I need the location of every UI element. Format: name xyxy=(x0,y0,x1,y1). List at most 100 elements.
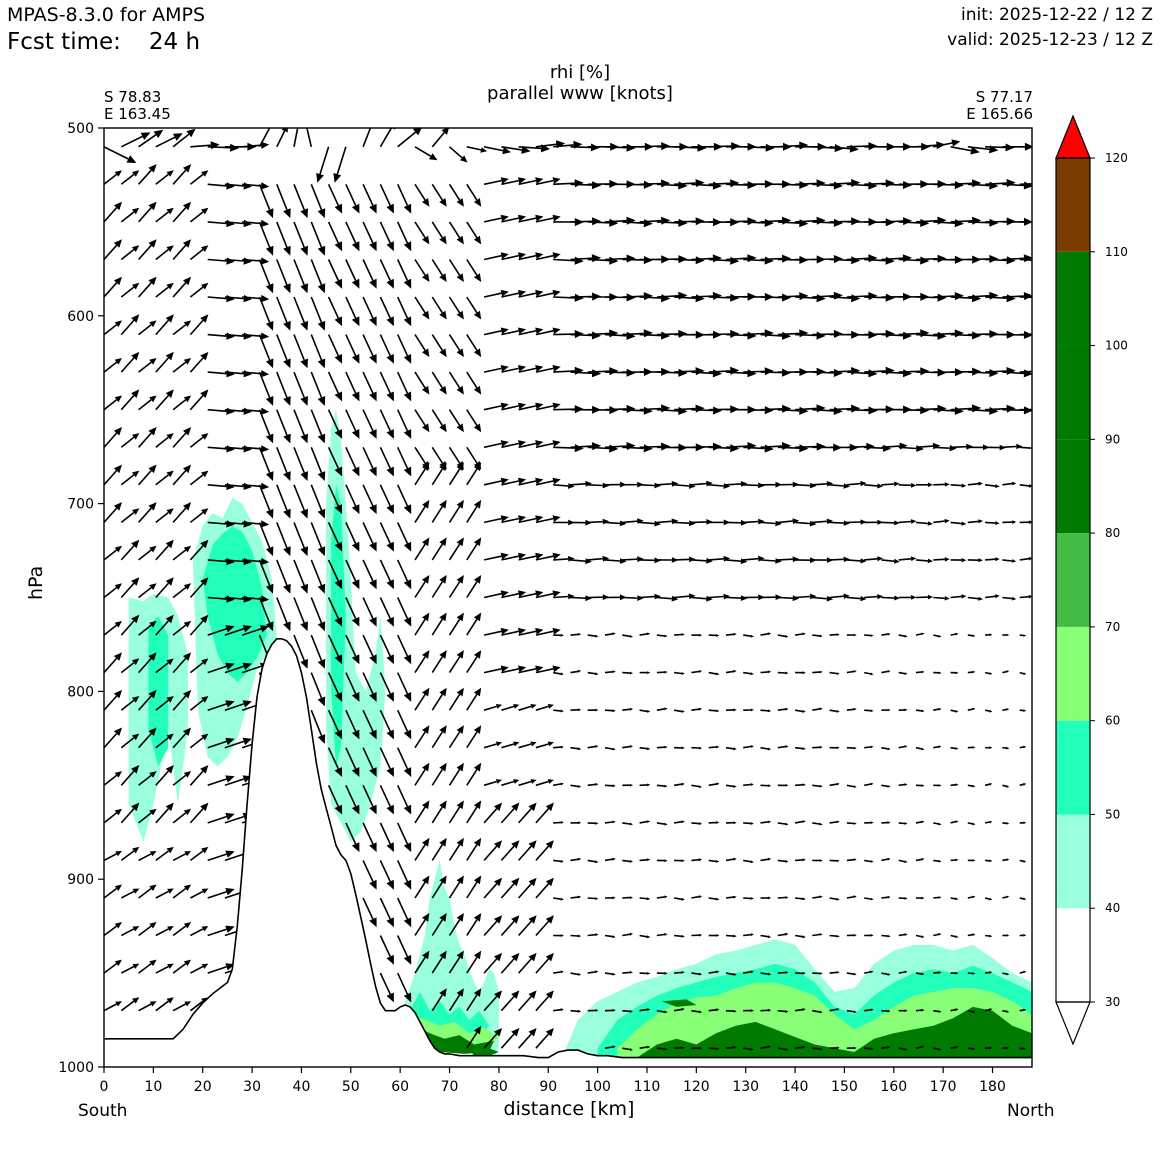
wind-arrow-507 xyxy=(466,462,482,486)
wind-arrow-22 xyxy=(483,146,512,155)
wind-arrow-1046 xyxy=(881,857,891,862)
wind-arrow-674 xyxy=(553,593,575,600)
wind-arrow-1212 xyxy=(639,1008,651,1012)
wind-arrow-1171 xyxy=(639,971,651,975)
wind-arrow-776 xyxy=(501,665,527,674)
wind-arrow-628 xyxy=(691,557,713,564)
wind-arrow-1129 xyxy=(708,934,720,937)
wind-arrow-650 xyxy=(138,583,157,599)
x-tick-label-100: 100 xyxy=(584,1079,611,1095)
wind-arrow-801 xyxy=(933,671,942,675)
wind-arrow-619 xyxy=(535,552,561,561)
wind-arrow-1031 xyxy=(622,859,633,863)
wind-arrow-1126 xyxy=(656,933,668,937)
wind-arrow-111 xyxy=(155,207,174,223)
wind-arrow-1242 xyxy=(639,1045,651,1049)
wind-arrow-821 xyxy=(396,709,412,740)
wind-arrow-1102 xyxy=(104,922,122,937)
wind-arrow-749 xyxy=(933,634,942,638)
wind-arrow-394 xyxy=(379,409,394,439)
wind-arrow-950 xyxy=(898,783,908,787)
wind-arrow-640 xyxy=(898,556,917,562)
wind-arrow-67 xyxy=(327,183,343,214)
wind-arrow-78 xyxy=(518,177,544,186)
wind-arrow-688 xyxy=(795,593,817,600)
wind-arrow-836 xyxy=(656,707,668,711)
wind-arrow-673 xyxy=(535,590,561,599)
wind-arrow-904 xyxy=(967,746,976,749)
wind-arrow-846 xyxy=(829,709,840,713)
wind-arrow-218 xyxy=(138,276,157,298)
wind-arrow-114 xyxy=(207,219,235,228)
wind-arrow-29 xyxy=(604,143,636,152)
wind-arrow-691 xyxy=(846,596,867,602)
wind-arrow-755 xyxy=(104,652,122,674)
wind-arrow-599 xyxy=(189,539,209,561)
wind-arrow-396 xyxy=(414,409,430,433)
wind-arrow-593 xyxy=(1019,520,1032,524)
wind-arrow-1211 xyxy=(622,1009,633,1013)
colorbar-tick-label-60: 60 xyxy=(1105,714,1120,728)
wind-arrow-1236 xyxy=(483,1028,503,1049)
wind-arrow-1184 xyxy=(864,970,874,974)
wind-arrow-1230 xyxy=(950,1008,959,1012)
wind-arrow-844 xyxy=(794,709,806,713)
wind-arrow-812 xyxy=(189,696,209,711)
wind-arrow-1193 xyxy=(1019,970,1027,974)
wind-arrow-224 xyxy=(242,294,270,303)
wind-arrow-216 xyxy=(104,276,122,298)
wind-arrow-874 xyxy=(448,725,464,749)
wind-arrow-894 xyxy=(795,746,806,750)
wind-arrow-937 xyxy=(673,782,685,787)
wind-arrow-577 xyxy=(743,518,765,525)
wind-arrow-488 xyxy=(138,464,157,486)
wind-arrow-328 xyxy=(172,358,192,373)
wind-arrow-1084 xyxy=(725,895,737,899)
wind-arrow-737 xyxy=(725,632,737,636)
wind-arrow-746 xyxy=(881,632,891,636)
wind-arrow-630 xyxy=(725,558,748,565)
wind-arrow-986 xyxy=(673,820,685,824)
wind-arrow-590 xyxy=(967,519,983,524)
wind-arrow-659 xyxy=(293,597,308,632)
wind-arrow-888 xyxy=(691,746,703,750)
wind-arrow-592 xyxy=(1002,520,1017,524)
wind-arrow-657 xyxy=(258,597,274,632)
wind-arrow-806 xyxy=(1019,671,1027,675)
colorbar-tick-label-40: 40 xyxy=(1105,901,1120,915)
wind-arrow-641 xyxy=(915,558,933,564)
wind-arrow-69 xyxy=(362,183,377,214)
y-tick-label-500: 500 xyxy=(67,121,94,137)
wind-arrow-503 xyxy=(396,484,412,515)
wind-arrow-166 xyxy=(172,239,192,261)
wind-arrow-1260 xyxy=(950,1046,959,1049)
wind-arrow-183 xyxy=(466,259,482,282)
wind-arrow-793 xyxy=(795,671,806,675)
wind-arrow-974 xyxy=(466,800,482,824)
wind-arrow-281 xyxy=(293,334,308,369)
wind-arrow-571 xyxy=(639,520,661,527)
wind-arrow-848 xyxy=(864,709,874,713)
wind-arrow-1201 xyxy=(448,988,464,1012)
wind-arrow-931 xyxy=(570,784,582,788)
wind-arrow-1052 xyxy=(985,859,993,863)
wind-arrow-0 xyxy=(104,146,137,163)
wind-arrow-1006 xyxy=(1019,821,1027,825)
wind-arrow-1254 xyxy=(846,1046,857,1050)
wind-arrow-221 xyxy=(189,282,209,298)
wind-arrow-1096 xyxy=(933,896,942,899)
wind-arrow-733 xyxy=(656,634,668,638)
wind-arrow-1110 xyxy=(379,935,394,965)
wind-arrow-108 xyxy=(104,201,122,223)
wind-arrow-164 xyxy=(138,239,157,261)
wind-arrow-1063 xyxy=(362,897,377,928)
north-end-label: North xyxy=(1007,1101,1055,1121)
wind-arrow-978 xyxy=(535,802,554,824)
wind-arrow-942 xyxy=(760,784,772,788)
wind-arrow-1245 xyxy=(691,1046,703,1050)
wind-arrow-519 xyxy=(674,483,696,489)
wind-arrow-1206 xyxy=(535,990,554,1012)
wind-arrow-324 xyxy=(104,358,122,373)
wind-arrow-932 xyxy=(587,783,599,787)
wind-arrow-236 xyxy=(448,296,464,320)
